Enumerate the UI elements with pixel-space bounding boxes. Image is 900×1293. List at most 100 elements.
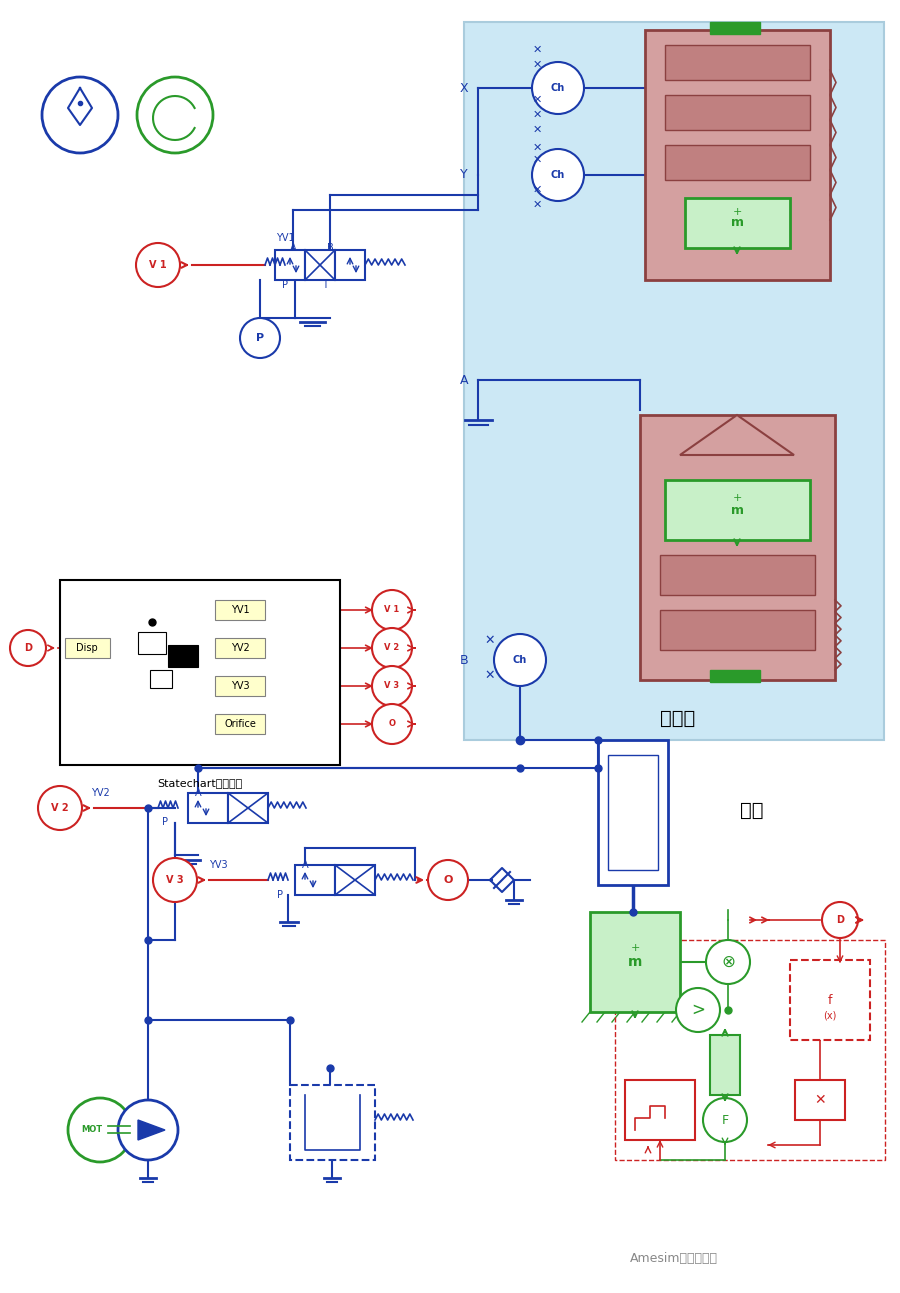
Text: V 1: V 1 [149,260,166,270]
Circle shape [118,1100,178,1160]
Circle shape [706,940,750,984]
Text: X: X [459,81,468,94]
Bar [710,1034,740,1095]
Circle shape [703,1098,747,1142]
Circle shape [137,78,213,153]
Text: ✕: ✕ [485,634,495,646]
Bar [665,94,810,131]
Text: ✕: ✕ [532,200,542,209]
Text: YV3: YV3 [209,860,228,870]
Text: B: B [459,653,468,666]
Bar [228,793,268,824]
Text: ✕: ✕ [532,155,542,166]
Bar [590,912,680,1012]
Bar [290,1085,375,1160]
Circle shape [532,149,584,200]
Circle shape [68,1098,132,1162]
Circle shape [494,634,546,687]
Text: 滑块: 滑块 [740,800,763,820]
Text: Statechart控制模块: Statechart控制模块 [158,778,243,787]
Bar [335,865,375,895]
Polygon shape [138,1120,165,1140]
Text: Disp: Disp [76,643,98,653]
Circle shape [532,62,584,114]
Text: YV1: YV1 [230,605,249,615]
Text: ✕: ✕ [532,94,542,105]
Bar [215,676,265,696]
Text: ✕: ✕ [532,144,542,153]
Text: V 1: V 1 [384,605,400,614]
Text: m: m [628,956,643,968]
Text: YV3: YV3 [230,681,249,690]
Circle shape [676,988,720,1032]
Text: m: m [731,216,743,229]
Text: 充液阀: 充液阀 [660,709,695,728]
Text: O: O [389,719,395,728]
Text: D: D [24,643,32,653]
Text: YV1: YV1 [275,233,294,243]
Circle shape [10,630,46,666]
Bar [660,610,815,650]
Bar [598,740,668,884]
Text: A: A [460,374,468,387]
Bar [464,22,884,740]
Circle shape [822,903,858,937]
Bar [625,1080,695,1140]
Text: A: A [302,860,309,870]
Circle shape [372,628,412,668]
Text: V 3: V 3 [166,875,184,884]
Bar [710,22,760,34]
Text: Ch: Ch [551,169,565,180]
Text: ✕: ✕ [532,59,542,70]
Text: P: P [282,281,288,290]
Text: ✕: ✕ [532,185,542,195]
Bar [685,198,790,248]
Text: YV2: YV2 [230,643,249,653]
Bar [168,645,198,667]
Bar [710,670,760,681]
Bar [790,959,870,1040]
Bar [65,637,110,658]
Bar [215,714,265,734]
Text: P: P [256,334,264,343]
Circle shape [136,243,180,287]
Text: Ch: Ch [551,83,565,93]
Text: V 2: V 2 [51,803,68,813]
Text: f: f [828,993,832,1006]
Bar [275,250,305,281]
Text: YV2: YV2 [91,787,110,798]
Bar [295,865,335,895]
Bar [305,250,335,281]
Text: P: P [277,890,283,900]
Bar [215,637,265,658]
Bar [645,30,830,281]
Bar [60,581,340,765]
Bar [138,632,166,654]
Text: Ch: Ch [513,656,527,665]
Text: A: A [290,243,296,253]
Text: +: + [733,493,742,503]
Circle shape [240,318,280,358]
Text: ✕: ✕ [532,125,542,134]
Text: D: D [836,915,844,924]
Text: ✕: ✕ [532,110,542,120]
Bar [150,670,172,688]
Bar [608,755,658,870]
Bar [665,145,810,180]
Circle shape [372,703,412,743]
Text: B: B [327,243,333,253]
Circle shape [372,590,412,630]
Text: V 3: V 3 [384,681,400,690]
Circle shape [428,860,468,900]
Text: Orifice: Orifice [224,719,256,729]
Text: ✕: ✕ [485,668,495,681]
Text: ✕: ✕ [532,45,542,56]
Text: >: > [691,1001,705,1019]
Circle shape [42,78,118,153]
Bar [660,555,815,595]
Circle shape [153,859,197,903]
Circle shape [38,786,82,830]
Bar [335,250,365,281]
Text: Amesim学习与应用: Amesim学习与应用 [630,1252,718,1265]
Text: O: O [444,875,453,884]
